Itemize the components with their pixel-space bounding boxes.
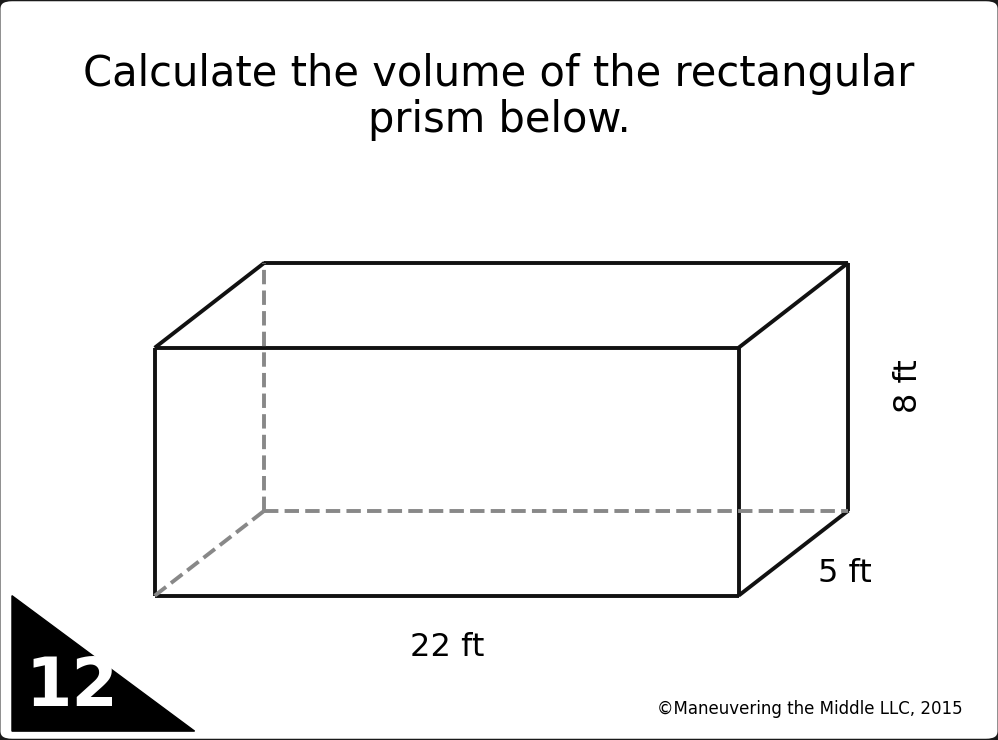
Text: prism below.: prism below. [367,99,631,141]
Text: Calculate the volume of the rectangular: Calculate the volume of the rectangular [83,53,915,95]
Polygon shape [12,596,195,731]
Text: 5 ft: 5 ft [818,558,872,589]
Text: ©Maneuvering the Middle LLC, 2015: ©Maneuvering the Middle LLC, 2015 [658,700,963,718]
Text: 22 ft: 22 ft [410,632,484,663]
Text: 8 ft: 8 ft [892,360,924,413]
Text: 12: 12 [26,653,118,720]
